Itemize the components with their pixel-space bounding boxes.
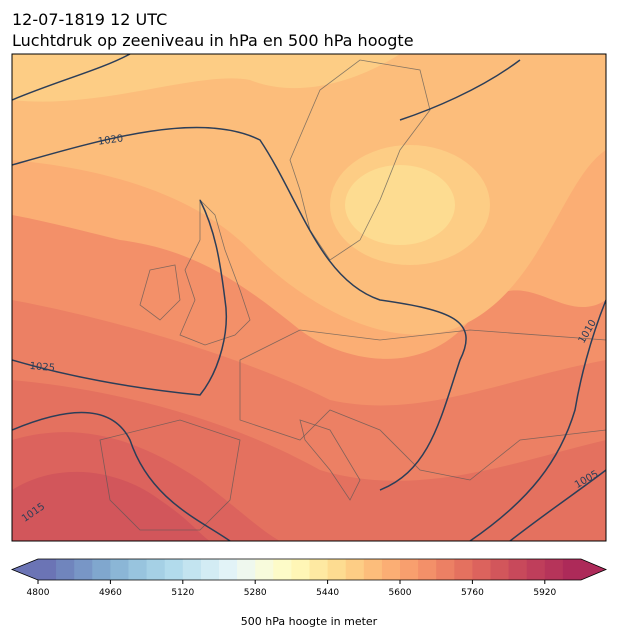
colorbar-swatch xyxy=(400,559,419,580)
colorbar-extend-low xyxy=(12,559,38,580)
coastline xyxy=(179,199,251,346)
colorbar-swatch xyxy=(255,559,274,580)
isobar xyxy=(509,469,606,541)
colorbar-swatch xyxy=(526,559,546,580)
colorbar-swatch xyxy=(219,559,238,580)
isobar xyxy=(12,199,228,396)
colorbar-swatch xyxy=(418,559,437,580)
colorbar-swatch xyxy=(74,559,93,580)
colorbar-tick-label: 4960 xyxy=(99,588,122,598)
colorbar-swatch xyxy=(56,559,75,580)
isobar xyxy=(469,299,606,541)
colorbar-swatch xyxy=(200,559,220,580)
map-frame xyxy=(11,53,607,542)
colorbar-swatch xyxy=(273,559,292,580)
colorbar-swatch xyxy=(146,559,166,580)
colorbar-swatch xyxy=(182,559,202,580)
colorbar-outline xyxy=(10,558,608,581)
colorbar-swatch xyxy=(110,559,129,580)
colorbar-swatch xyxy=(508,559,528,580)
colorbar-swatch xyxy=(327,559,347,580)
isobar xyxy=(12,411,231,541)
colorbar-swatch xyxy=(92,559,111,580)
coastline xyxy=(289,59,431,261)
colorbar-swatch xyxy=(381,559,401,580)
colorbar-extend-high xyxy=(581,559,606,580)
colorbar-swatch xyxy=(490,559,510,580)
isobar xyxy=(399,59,521,121)
colorbar-tick-label: 5600 xyxy=(389,588,412,598)
colorbar-swatch xyxy=(128,559,148,580)
height-band xyxy=(12,54,400,102)
coastline xyxy=(299,419,361,501)
colorbar-label: 500 hPa hoogte in meter xyxy=(241,615,378,628)
colorbar-swatch xyxy=(436,559,455,580)
colorbar-swatch xyxy=(38,559,57,580)
colorbar-swatch xyxy=(562,559,582,580)
height-band xyxy=(12,54,606,335)
colorbar-swatch xyxy=(454,559,473,580)
colorbar: 4800 4960 5120 5280 5440 5600 5760 5920 xyxy=(10,558,608,598)
colorbar-tick-label: 5440 xyxy=(316,588,339,598)
coastline xyxy=(99,419,241,531)
subtitle: Luchtdruk op zeeniveau in hPa en 500 hPa… xyxy=(12,31,414,50)
colorbar-swatch xyxy=(363,559,383,580)
colorbar-swatch xyxy=(472,559,491,580)
colorbar-swatch xyxy=(309,559,329,580)
colorbar-tick-label: 4800 xyxy=(27,588,50,598)
title: 12-07-1819 12 UTC xyxy=(12,10,167,29)
coastline xyxy=(239,329,606,481)
coastline xyxy=(139,264,181,321)
colorbar-swatch xyxy=(237,559,256,580)
isobar xyxy=(12,54,131,101)
isobar xyxy=(12,126,467,491)
colorbar-tick-label: 5120 xyxy=(171,588,194,598)
height-band xyxy=(12,471,210,541)
colorbar-tick-label: 5920 xyxy=(533,588,556,598)
colorbar-tick-label: 5280 xyxy=(244,588,267,598)
colorbar-swatch xyxy=(544,559,564,580)
height-band xyxy=(345,165,455,245)
colorbar-swatch xyxy=(164,559,184,580)
isobar-label: 1020 xyxy=(97,133,124,147)
isobar-label: 1025 xyxy=(29,361,55,374)
colorbar-tick-label: 5760 xyxy=(461,588,484,598)
colorbar-swatch xyxy=(291,559,310,580)
colorbar-swatch xyxy=(345,559,365,580)
